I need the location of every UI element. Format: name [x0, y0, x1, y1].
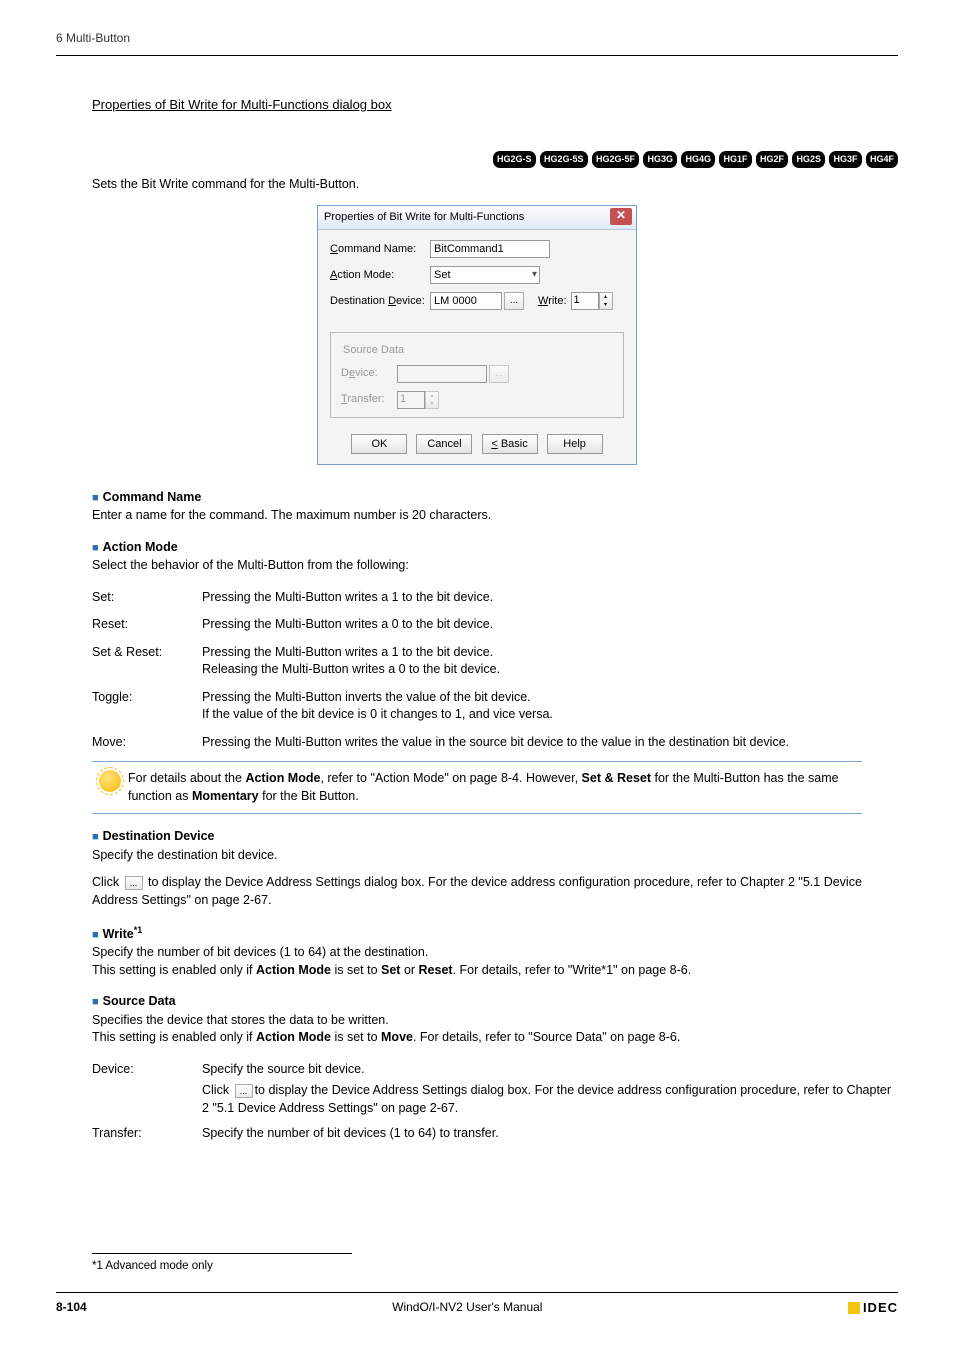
model-badges: HG2G-S HG2G-5S HG2G-5F HG3G HG4G HG1F HG… [56, 150, 898, 168]
ok-button[interactable]: OK [351, 434, 407, 454]
lightbulb-icon [99, 770, 121, 792]
sub-device-text: Specify the source bit device. Click ...… [202, 1061, 898, 1118]
badge: HG1F [719, 151, 751, 168]
mode-setreset-text: Pressing the Multi-Button writes a 1 to … [202, 644, 500, 679]
device-label: Device: [341, 366, 397, 381]
bullet-icon: ■ [92, 831, 99, 843]
dest-device-click-text: Click ... to display the Device Address … [92, 874, 898, 909]
mode-toggle-label: Toggle: [92, 689, 202, 724]
mode-set-text: Pressing the Multi-Button writes a 1 to … [202, 589, 493, 607]
browse-inline-icon: ... [235, 1084, 253, 1098]
badge: HG2G-5S [540, 151, 588, 168]
dialog-box: Properties of Bit Write for Multi-Functi… [317, 205, 637, 465]
browse-button-disabled: ... [489, 365, 509, 383]
dialog-titlebar: Properties of Bit Write for Multi-Functi… [318, 206, 636, 230]
badge: HG3F [829, 151, 861, 168]
footer-title: WindO/I-NV2 User's Manual [87, 1299, 848, 1316]
transfer-label: Transfer: [341, 392, 397, 407]
write-desc2: This setting is enabled only if Action M… [92, 962, 898, 980]
mode-move-label: Move: [92, 734, 202, 752]
badge: HG3G [643, 151, 677, 168]
command-name-desc: Enter a name for the command. The maximu… [92, 507, 898, 525]
cancel-button[interactable]: Cancel [416, 434, 472, 454]
tip-box: For details about the Action Mode, refer… [92, 761, 862, 814]
badge: HG2F [756, 151, 788, 168]
badge: HG4F [866, 151, 898, 168]
source-data-legend: Source Data [341, 343, 406, 358]
badge: HG2S [792, 151, 825, 168]
tip-text: For details about the Action Mode, refer… [128, 770, 854, 805]
page-header: 6 Multi-Button [56, 30, 898, 56]
command-name-label: CCommand Name:ommand Name: [330, 242, 430, 257]
source-data-desc2: This setting is enabled only if Action M… [92, 1029, 898, 1047]
bullet-icon: ■ [92, 929, 99, 941]
logo-tile-icon [848, 1302, 860, 1314]
dest-device-desc: Specify the destination bit device. [92, 847, 898, 865]
bullet-icon: ■ [92, 492, 99, 504]
section-title: Properties of Bit Write for Multi-Functi… [92, 96, 898, 114]
action-mode-desc: Select the behavior of the Multi-Button … [92, 557, 898, 575]
sub-transfer-label: Transfer: [92, 1125, 202, 1143]
bullet-icon: ■ [92, 542, 99, 554]
close-icon[interactable]: ✕ [610, 208, 632, 225]
transfer-spinner: 1 [397, 391, 425, 409]
sub-device-label: Device: [92, 1061, 202, 1118]
badge: HG4G [681, 151, 715, 168]
browse-inline-icon: ... [125, 876, 143, 890]
mode-toggle-text: Pressing the Multi-Button inverts the va… [202, 689, 553, 724]
device-input [397, 365, 487, 383]
write-label: Write: [538, 294, 567, 309]
write-spinner[interactable]: 1 [571, 292, 599, 310]
mode-reset-text: Pressing the Multi-Button writes a 0 to … [202, 616, 493, 634]
bullet-icon: ■ [92, 996, 99, 1008]
intro-text: Sets the Bit Write command for the Multi… [92, 176, 898, 194]
badge: HG2G-S [493, 151, 536, 168]
source-data-fieldset: Source Data Device: ... Transfer: 1▴▾ [330, 332, 624, 417]
action-mode-heading: Action Mode [103, 540, 178, 554]
help-button[interactable]: Help [547, 434, 603, 454]
dialog-title: Properties of Bit Write for Multi-Functi… [324, 211, 524, 223]
footnote: *1 Advanced mode only [92, 1253, 352, 1274]
dest-device-input[interactable] [430, 292, 502, 310]
page-number: 8-104 [56, 1299, 87, 1316]
mode-move-text: Pressing the Multi-Button writes the val… [202, 734, 789, 752]
dest-device-heading: Destination Device [103, 829, 215, 843]
mode-setreset-label: Set & Reset: [92, 644, 202, 679]
command-name-input[interactable] [430, 240, 550, 258]
command-name-heading: Command Name [103, 490, 202, 504]
action-mode-dropdown[interactable]: Set [430, 266, 540, 284]
source-data-desc1: Specifies the device that stores the dat… [92, 1012, 898, 1030]
badge: HG2G-5F [592, 151, 639, 168]
basic-button[interactable]: < Basic [482, 434, 538, 454]
action-mode-label: Action Mode: [330, 268, 430, 283]
write-heading: Write*1 [103, 927, 143, 941]
source-data-heading: Source Data [103, 994, 176, 1008]
spinner-arrows-icon[interactable]: ▴▾ [599, 292, 613, 310]
mode-reset-label: Reset: [92, 616, 202, 634]
write-desc1: Specify the number of bit devices (1 to … [92, 944, 898, 962]
browse-button[interactable]: ... [504, 292, 524, 310]
spinner-arrows-icon: ▴▾ [425, 391, 439, 409]
brand-logo: IDEC [848, 1299, 898, 1317]
dest-device-label: Destination Device: [330, 294, 430, 309]
sub-transfer-text: Specify the number of bit devices (1 to … [202, 1125, 499, 1143]
mode-set-label: Set: [92, 589, 202, 607]
